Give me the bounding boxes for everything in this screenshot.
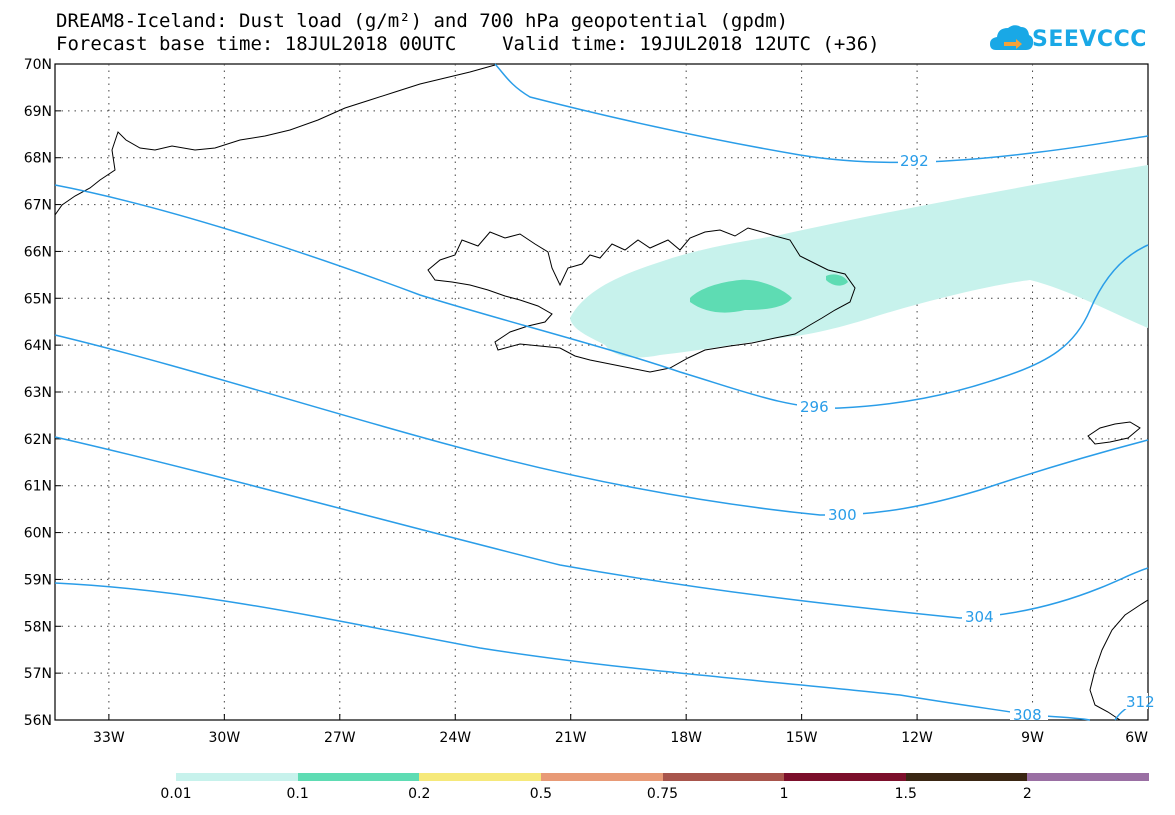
- legend-label: 0.1: [286, 786, 309, 802]
- lon-label: 12W: [901, 730, 933, 746]
- longitude-labels: 33W 30W 27W 24W 21W 18W 15W 12W 9W 6W: [93, 730, 1148, 746]
- lat-label: 61N: [24, 479, 52, 495]
- greenland-coastline: [54, 64, 496, 216]
- contour-label-300: 300: [828, 506, 857, 524]
- map-subtitle-times: Forecast base time: 18JUL2018 00UTC Vali…: [56, 33, 880, 55]
- lat-label: 65N: [24, 291, 52, 307]
- lon-label: 6W: [1125, 730, 1148, 746]
- contour-label-292: 292: [900, 152, 929, 170]
- lat-label: 64N: [24, 338, 52, 354]
- faroe-coastline: [1087, 421, 1141, 445]
- contour-308: [54, 582, 1091, 721]
- lat-label: 70N: [24, 57, 52, 73]
- dust-area-mid: [690, 279, 792, 313]
- lat-label: 63N: [24, 385, 52, 401]
- scotland-coastline: [1089, 599, 1149, 721]
- lon-label: 30W: [209, 730, 241, 746]
- latitude-labels: 70N 69N 68N 67N 66N 65N 64N 63N 62N 61N 60N 59N 58N 5…: [24, 57, 52, 729]
- lat-label: 58N: [24, 619, 52, 635]
- legend-label: 0.5: [529, 786, 553, 802]
- lon-label: 33W: [93, 730, 125, 746]
- contour-label-304: 304: [965, 608, 994, 626]
- legend-swatch: [419, 773, 541, 781]
- legend-label: 2: [1022, 786, 1032, 802]
- color-legend: [176, 773, 1149, 781]
- lat-label: 67N: [24, 198, 52, 214]
- legend-label: 0.2: [408, 786, 431, 802]
- legend-swatch: [662, 773, 785, 781]
- contour-label-296: 296: [800, 398, 829, 416]
- contour-292: [494, 63, 1149, 164]
- legend-swatch: [297, 773, 420, 781]
- lat-label: 68N: [24, 151, 52, 167]
- contour-304: [54, 436, 1149, 619]
- legend-label: 0.75: [646, 786, 679, 802]
- lat-label: 62N: [24, 432, 52, 448]
- logo-text: SEEVCCC: [1032, 27, 1147, 52]
- legend-label: 1.5: [894, 786, 917, 802]
- legend-swatch: [1027, 773, 1149, 781]
- legend-swatch: [905, 773, 1028, 781]
- lat-label: 60N: [24, 526, 52, 542]
- legend-swatch: [540, 773, 663, 781]
- lat-label: 57N: [24, 666, 52, 682]
- lon-label: 9W: [1021, 730, 1044, 746]
- lon-label: 24W: [439, 730, 471, 746]
- contour-label-312: 312: [1126, 693, 1155, 711]
- iceland-coastline: [427, 227, 856, 373]
- cloud-icon: [990, 25, 1034, 50]
- legend-label: 1: [779, 786, 789, 802]
- lon-label: 21W: [555, 730, 587, 746]
- lat-label: 59N: [24, 572, 52, 588]
- contour-300: [54, 334, 1149, 516]
- legend-swatch: [784, 773, 906, 781]
- lat-label: 69N: [24, 104, 52, 120]
- map-title: DREAM8-Iceland: Dust load (g/m²) and 700…: [56, 10, 789, 32]
- legend-swatch: [176, 773, 298, 781]
- contour-label-308: 308: [1013, 706, 1042, 724]
- legend-label: 0.01: [160, 786, 192, 802]
- lat-label: 66N: [24, 244, 52, 260]
- lat-label: 56N: [24, 713, 52, 729]
- grid-lines: [55, 63, 1149, 721]
- lon-label: 15W: [786, 730, 818, 746]
- contour-296: [54, 184, 1149, 409]
- dust-area-mid-east: [826, 274, 848, 286]
- dust-area-low: [570, 165, 1148, 358]
- lon-label: 18W: [670, 730, 702, 746]
- lon-label: 27W: [324, 730, 356, 746]
